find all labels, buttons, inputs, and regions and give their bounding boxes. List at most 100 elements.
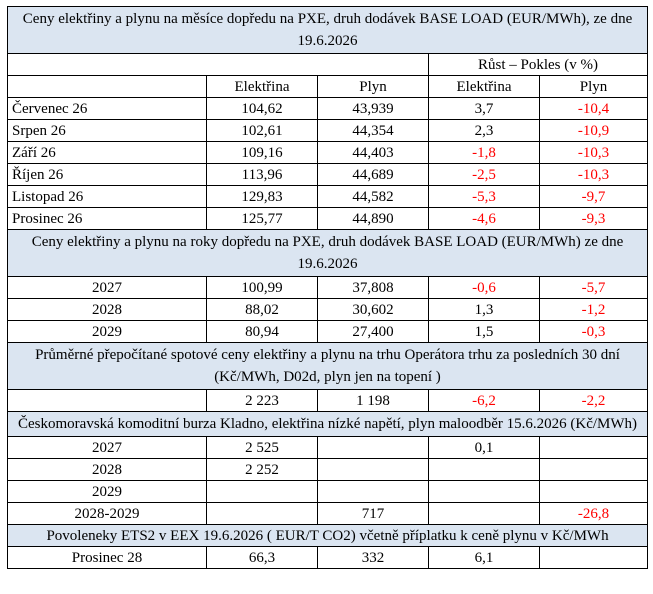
gas-change: -10,3 [538, 163, 649, 186]
table-row: Září 26 109,16 44,403 -1,8 -10,3 [7, 141, 649, 164]
electricity-price: 88,02 [206, 298, 318, 321]
gas-change: -9,7 [538, 185, 649, 208]
row-label: 2029 [7, 320, 207, 343]
yearly-section-title: Ceny elektřiny a plynu na roky dopředu n… [6, 229, 649, 277]
table-row: Listopad 26 129,83 44,582 -5,3 -9,7 [7, 185, 649, 208]
electricity-change: 0,1 [428, 436, 540, 459]
electricity-change: -0,6 [428, 276, 540, 299]
row-label [7, 389, 207, 412]
electricity-change: 1,5 [428, 320, 540, 343]
gas-price: 717 [317, 502, 429, 525]
gas-price [317, 436, 429, 459]
energy-price-table: Ceny elektřiny a plynu na měsíce dopředu… [6, 6, 649, 569]
gas-change: -9,3 [538, 207, 649, 230]
change-group-header: Růst – Pokles (v %) [427, 53, 649, 76]
empty-corner-cell [7, 75, 207, 98]
change-group-header-row: Růst – Pokles (v %) [7, 53, 649, 76]
gas-price: 44,689 [317, 163, 429, 186]
electricity-change: 3,7 [428, 97, 540, 120]
row-label: 2029 [7, 480, 207, 503]
electricity-change: -1,8 [428, 141, 540, 164]
electricity-price: 129,83 [206, 185, 318, 208]
gas-change: -10,9 [538, 119, 649, 142]
gas-change [538, 436, 649, 459]
table-row: 2028 2 252 [7, 458, 649, 481]
kladno-section-title: Českomoravská komoditní burza Kladno, el… [6, 411, 649, 437]
electricity-price: 80,94 [206, 320, 318, 343]
gas-change: -10,4 [538, 97, 649, 120]
table-row: 2029 [7, 480, 649, 503]
table-row: 2028 88,02 30,602 1,3 -1,2 [7, 298, 649, 321]
table-row: 2027 2 525 0,1 [7, 436, 649, 459]
column-header-gas-change: Plyn [538, 75, 649, 98]
gas-change: -2,2 [538, 389, 649, 412]
gas-change [538, 458, 649, 481]
column-header-electricity-change: Elektřina [428, 75, 540, 98]
electricity-price: 2 252 [206, 458, 318, 481]
yearly-title-row: Ceny elektřiny a plynu na roky dopředu n… [6, 229, 649, 277]
row-label: 2027 [7, 436, 207, 459]
electricity-change [428, 502, 540, 525]
table-row: 2029 80,94 27,400 1,5 -0,3 [7, 320, 649, 343]
electricity-price [206, 502, 318, 525]
ets-title-row: Povoleneky ETS2 v EEX 19.6.2026 ( EUR/T … [6, 524, 649, 547]
spot-section-title: Průměrné přepočítané spotové ceny elektř… [6, 342, 649, 390]
monthly-section-title: Ceny elektřiny a plynu na měsíce dopředu… [6, 6, 649, 54]
empty-header-cell [7, 53, 429, 76]
electricity-change: -5,3 [428, 185, 540, 208]
row-label: Prosinec 28 [7, 546, 207, 569]
electricity-price: 104,62 [206, 97, 318, 120]
column-header-row: Elektřina Plyn Elektřina Plyn [7, 75, 649, 98]
row-label: 2028 [7, 298, 207, 321]
electricity-price: 100,99 [206, 276, 318, 299]
gas-change [538, 546, 649, 569]
gas-change: -5,7 [538, 276, 649, 299]
gas-price: 44,582 [317, 185, 429, 208]
electricity-price: 125,77 [206, 207, 318, 230]
gas-price: 37,808 [317, 276, 429, 299]
gas-price: 44,403 [317, 141, 429, 164]
column-header-gas: Plyn [317, 75, 429, 98]
electricity-price: 2 525 [206, 436, 318, 459]
electricity-price [206, 480, 318, 503]
gas-change: -0,3 [538, 320, 649, 343]
gas-change: -1,2 [538, 298, 649, 321]
electricity-price: 113,96 [206, 163, 318, 186]
ets-section-title: Povoleneky ETS2 v EEX 19.6.2026 ( EUR/T … [6, 524, 649, 547]
row-label: Červenec 26 [7, 97, 207, 120]
kladno-title-row: Českomoravská komoditní burza Kladno, el… [6, 411, 649, 437]
table-row: Prosinec 26 125,77 44,890 -4,6 -9,3 [7, 207, 649, 230]
gas-price: 332 [317, 546, 429, 569]
gas-price [317, 458, 429, 481]
row-label: 2027 [7, 276, 207, 299]
gas-price: 44,890 [317, 207, 429, 230]
table-row: 2028-2029 717 -26,8 [7, 502, 649, 525]
electricity-change: 6,1 [428, 546, 540, 569]
table-row: Říjen 26 113,96 44,689 -2,5 -10,3 [7, 163, 649, 186]
electricity-change [428, 458, 540, 481]
gas-price: 1 198 [317, 389, 429, 412]
gas-change [538, 480, 649, 503]
electricity-price: 66,3 [206, 546, 318, 569]
gas-price: 30,602 [317, 298, 429, 321]
table-row: Červenec 26 104,62 43,939 3,7 -10,4 [7, 97, 649, 120]
row-label: Srpen 26 [7, 119, 207, 142]
gas-change: -26,8 [538, 502, 649, 525]
electricity-change: 1,3 [428, 298, 540, 321]
row-label: Září 26 [7, 141, 207, 164]
electricity-change: -2,5 [428, 163, 540, 186]
table-row: Srpen 26 102,61 44,354 2,3 -10,9 [7, 119, 649, 142]
table-row: 2 223 1 198 -6,2 -2,2 [7, 389, 649, 412]
row-label: Listopad 26 [7, 185, 207, 208]
row-label: 2028-2029 [7, 502, 207, 525]
table-row: Prosinec 28 66,3 332 6,1 [7, 546, 649, 569]
electricity-change [428, 480, 540, 503]
table-row: 2027 100,99 37,808 -0,6 -5,7 [7, 276, 649, 299]
row-label: Prosinec 26 [7, 207, 207, 230]
gas-price: 43,939 [317, 97, 429, 120]
electricity-price: 109,16 [206, 141, 318, 164]
row-label: 2028 [7, 458, 207, 481]
monthly-title-row: Ceny elektřiny a plynu na měsíce dopředu… [6, 6, 649, 54]
electricity-price: 2 223 [206, 389, 318, 412]
electricity-price: 102,61 [206, 119, 318, 142]
